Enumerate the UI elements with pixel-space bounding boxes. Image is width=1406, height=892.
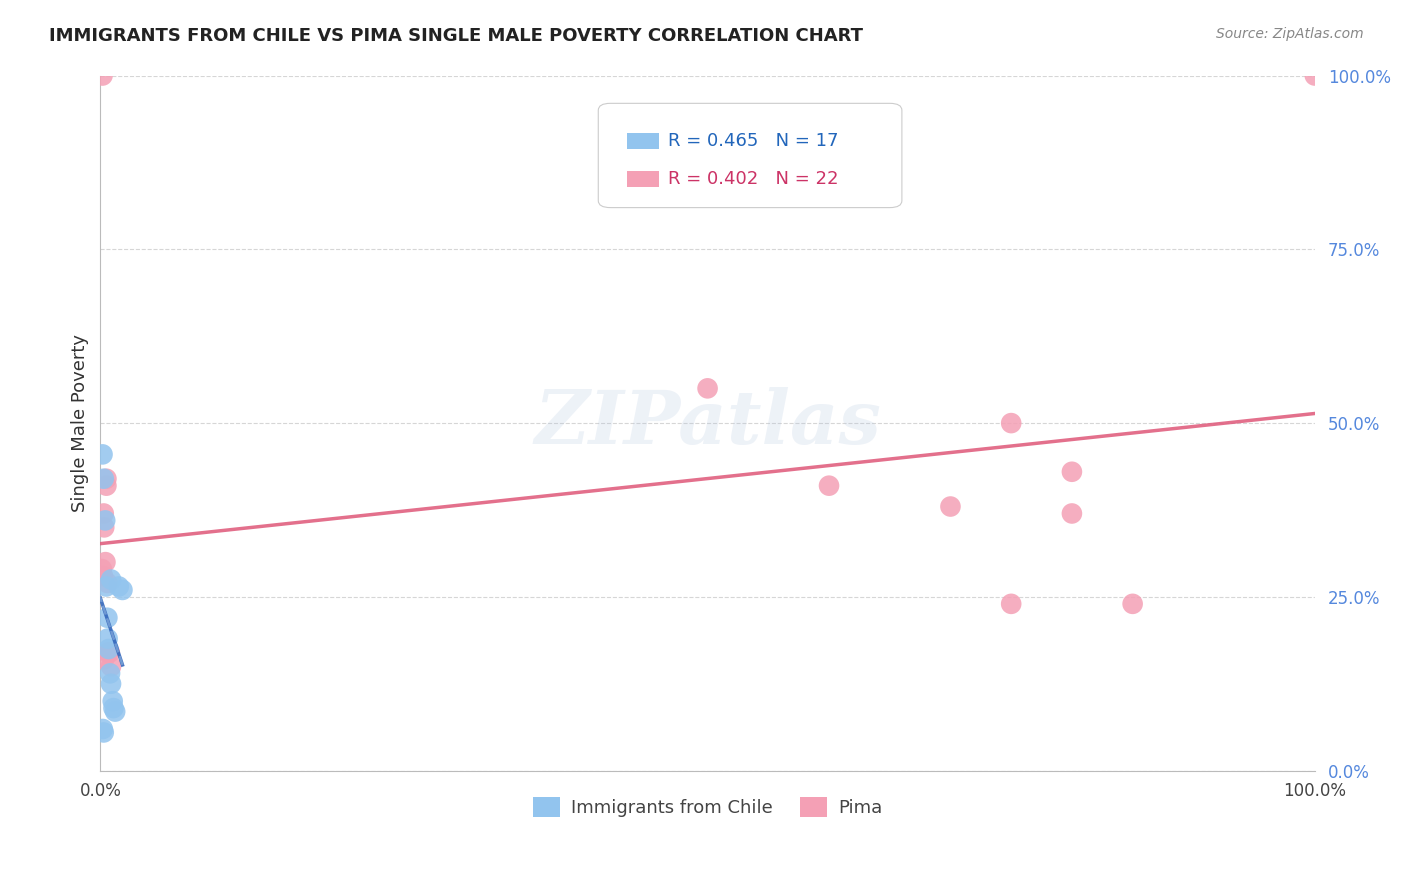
Point	[111, 582, 134, 597]
FancyBboxPatch shape	[599, 103, 901, 208]
Point	[939, 500, 962, 514]
Point	[93, 472, 115, 486]
Point	[103, 701, 125, 715]
Point	[96, 611, 118, 625]
Legend: Immigrants from Chile, Pima: Immigrants from Chile, Pima	[526, 790, 889, 824]
Point	[97, 642, 120, 657]
Point	[696, 381, 718, 395]
Point	[1122, 597, 1144, 611]
Point	[100, 573, 122, 587]
Text: IMMIGRANTS FROM CHILE VS PIMA SINGLE MALE POVERTY CORRELATION CHART: IMMIGRANTS FROM CHILE VS PIMA SINGLE MAL…	[49, 27, 863, 45]
Point	[1060, 507, 1083, 521]
Point	[91, 722, 114, 736]
Point	[94, 513, 117, 527]
Point	[96, 472, 118, 486]
Point	[90, 562, 112, 576]
Point	[1000, 597, 1022, 611]
Point	[1000, 416, 1022, 430]
Y-axis label: Single Male Poverty: Single Male Poverty	[72, 334, 89, 512]
Point	[100, 677, 122, 691]
Point	[97, 632, 120, 646]
Point	[100, 659, 122, 673]
FancyBboxPatch shape	[627, 170, 659, 187]
Point	[91, 69, 114, 83]
Point	[104, 705, 127, 719]
Point	[98, 646, 121, 660]
Point	[93, 520, 115, 534]
Point	[93, 507, 115, 521]
Point	[108, 579, 131, 593]
Point	[1060, 465, 1083, 479]
Text: R = 0.402   N = 22: R = 0.402 N = 22	[668, 170, 838, 188]
Point	[93, 725, 115, 739]
Point	[96, 576, 118, 591]
Point	[94, 555, 117, 569]
Text: Source: ZipAtlas.com: Source: ZipAtlas.com	[1216, 27, 1364, 41]
Point	[91, 447, 114, 461]
Text: R = 0.465   N = 17: R = 0.465 N = 17	[668, 132, 838, 150]
Point	[96, 579, 118, 593]
Point	[93, 652, 115, 666]
Point	[1303, 69, 1326, 83]
Point	[98, 666, 121, 681]
Point	[97, 646, 120, 660]
Point	[101, 694, 124, 708]
Text: ZIPatlas: ZIPatlas	[534, 387, 882, 459]
FancyBboxPatch shape	[627, 133, 659, 149]
Point	[91, 569, 114, 583]
Point	[818, 478, 841, 492]
Point	[96, 478, 118, 492]
